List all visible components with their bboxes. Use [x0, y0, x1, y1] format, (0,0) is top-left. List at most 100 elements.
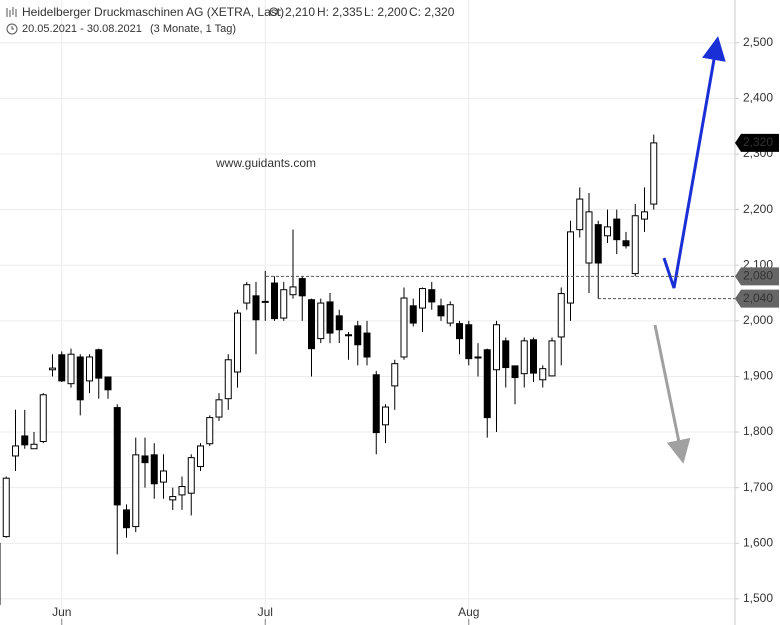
candle-body	[187, 457, 195, 494]
y-tick-label: 2,400	[743, 91, 773, 105]
quote-low: L: 2,200	[364, 5, 408, 19]
y-tick-label: 1,700	[743, 480, 773, 494]
candle-body	[567, 231, 574, 304]
level-label: 2,080	[743, 269, 773, 283]
candle-body	[372, 374, 380, 434]
candle-body	[2, 477, 10, 538]
candle-body	[67, 353, 75, 385]
candle-body	[613, 218, 621, 241]
candle-body	[86, 356, 93, 382]
candle-body	[30, 443, 38, 450]
candle-body	[308, 299, 315, 350]
y-tick-label: 2,000	[743, 313, 773, 327]
candle-body	[493, 324, 500, 371]
candle-body	[548, 340, 556, 377]
candle-body	[76, 356, 84, 401]
candle-body	[271, 282, 278, 320]
candle-body	[456, 323, 463, 340]
candle-body	[317, 302, 325, 340]
candle-body	[419, 288, 426, 309]
candle-body	[428, 289, 436, 303]
candle-body	[21, 435, 29, 446]
candle-body	[206, 417, 214, 445]
candle-body	[104, 376, 112, 391]
candle-body	[169, 496, 177, 501]
candle-body	[150, 454, 158, 485]
arrow-up	[662, 36, 726, 289]
candle-body	[594, 224, 602, 264]
candle-body	[382, 406, 389, 426]
candle-body	[363, 332, 371, 358]
last-price-badge	[735, 133, 779, 152]
candle-body	[446, 304, 454, 324]
x-tick-label: Aug	[458, 605, 479, 619]
candle-body	[141, 455, 149, 464]
candle-body	[289, 286, 297, 296]
candle-body	[49, 367, 56, 371]
candle-body	[224, 359, 232, 400]
candle-body	[326, 301, 334, 334]
candle-body	[280, 289, 288, 319]
x-tick-label: Jul	[258, 605, 273, 619]
candle-body	[252, 295, 260, 321]
candle-body	[243, 284, 251, 304]
candle-body	[215, 399, 223, 418]
quote-high: H: 2,335	[317, 5, 363, 19]
candle-body	[160, 470, 167, 483]
y-tick-label: 1,900	[743, 369, 773, 383]
y-tick-label: 1,800	[743, 424, 773, 438]
candle-body	[557, 293, 565, 338]
y-tick-label: 2,500	[743, 35, 773, 49]
chart-title: Heidelberger Druckmaschinen AG (XETRA, L…	[22, 5, 284, 19]
watermark: www.guidants.com	[215, 156, 316, 170]
candle-body	[95, 349, 103, 379]
candle-body	[197, 445, 204, 468]
candle-body	[576, 198, 584, 231]
candle-body	[400, 297, 408, 358]
y-tick-label: 1,600	[743, 535, 773, 549]
period: (3 Monate, 1 Tag)	[150, 23, 236, 35]
candle-body	[502, 340, 510, 369]
candle-body	[622, 240, 630, 247]
header-icon	[6, 7, 18, 35]
quote-close: C: 2,320	[409, 5, 455, 19]
candle-body	[585, 211, 593, 264]
level-badge	[735, 289, 779, 308]
candle-body	[604, 226, 611, 237]
candle-body	[178, 486, 186, 496]
level-badge	[735, 267, 779, 286]
last-price-label: 2,320	[743, 135, 773, 149]
date-range: 20.05.2021 - 30.08.2021	[22, 23, 142, 35]
candle-body	[335, 315, 343, 331]
candle-body	[641, 211, 648, 220]
candle-body	[437, 305, 445, 317]
candle-body	[631, 215, 639, 275]
candle-body	[261, 300, 269, 303]
x-tick-label: Jun	[52, 605, 71, 619]
quote-open: O: 2,210	[269, 5, 315, 19]
candle-body	[530, 339, 537, 374]
candle-body	[234, 312, 241, 373]
candle-body	[391, 363, 399, 387]
y-tick-label: 2,200	[743, 202, 773, 216]
candle-body	[58, 354, 66, 382]
candle-body	[12, 445, 19, 457]
candle-body	[132, 454, 140, 528]
level-label: 2,040	[743, 291, 773, 305]
candle-body	[511, 365, 519, 379]
candle-body	[113, 407, 121, 506]
candle-body	[483, 349, 491, 419]
arrow-down	[653, 324, 691, 464]
candle-body	[345, 334, 352, 337]
candle-body	[409, 305, 417, 324]
candle-body	[650, 142, 658, 205]
candle-body	[39, 394, 47, 443]
candle-body	[465, 324, 473, 360]
candle-body	[520, 340, 528, 375]
candle-body	[354, 325, 362, 346]
candle-body	[298, 278, 306, 297]
candle-body	[539, 368, 547, 381]
y-tick-label: 1,500	[743, 591, 773, 605]
candle-body	[123, 509, 130, 529]
